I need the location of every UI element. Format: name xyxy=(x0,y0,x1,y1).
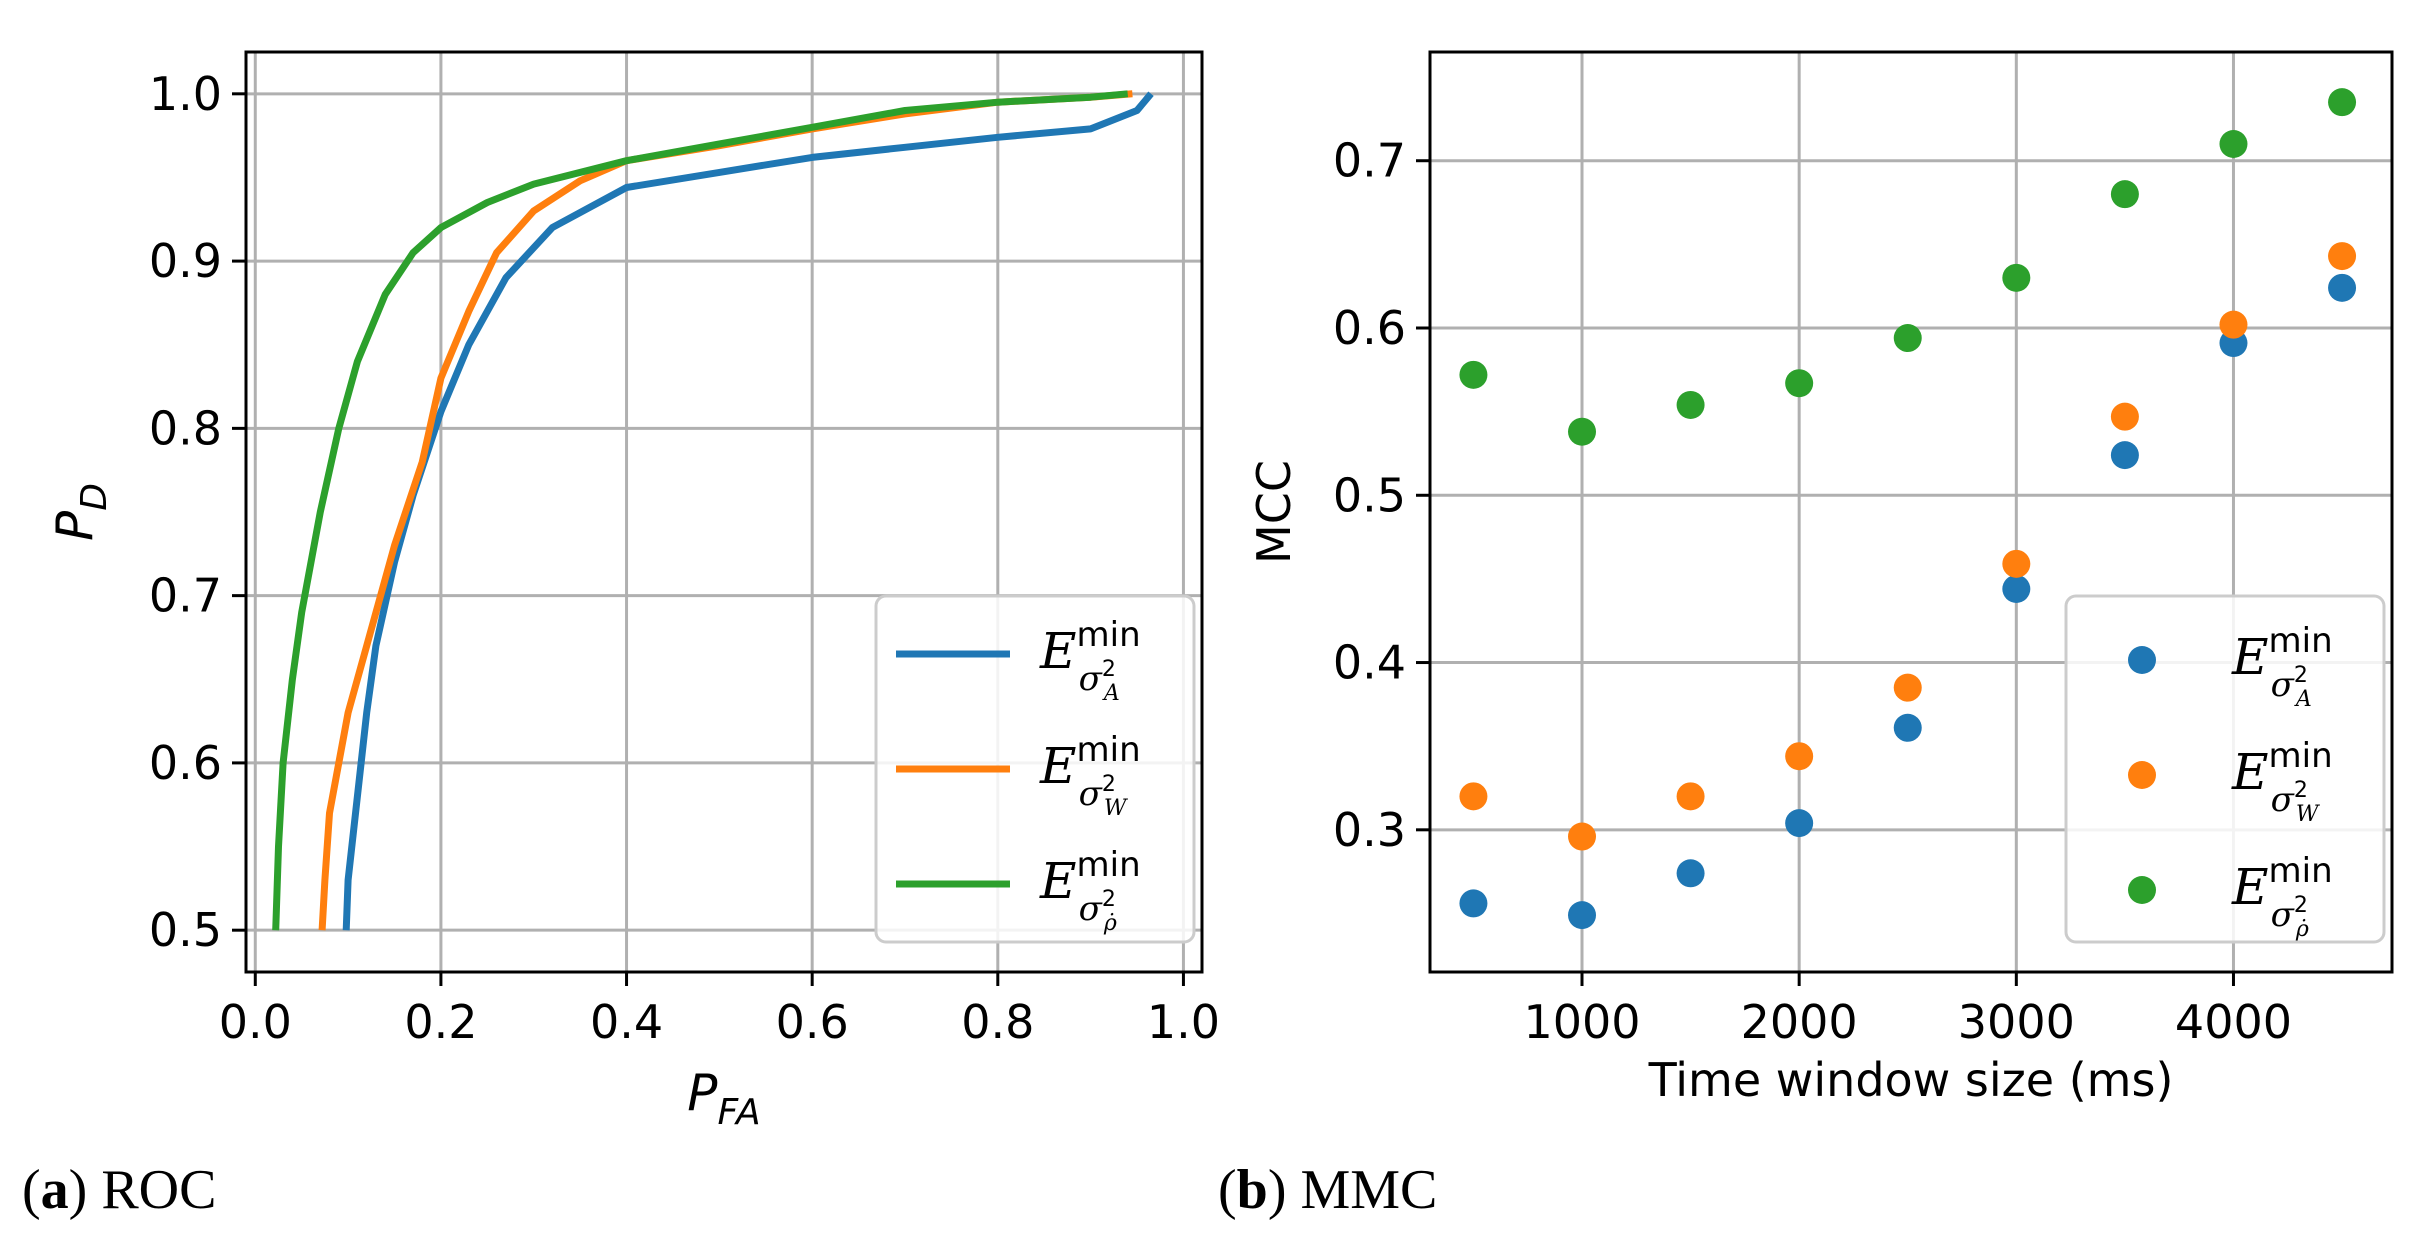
caption-b-text: MMC xyxy=(1300,1159,1438,1221)
y-tick-label: 0.5 xyxy=(149,903,222,957)
scatter-point-series-1 xyxy=(1893,713,1922,742)
y-tick-label: 0.4 xyxy=(1333,636,1406,690)
roc-line-series-3 xyxy=(272,90,1129,931)
scatter-point-series-3 xyxy=(1568,417,1597,446)
scatter-point-series-2 xyxy=(1893,673,1922,702)
scatter-point-series-2 xyxy=(2328,242,2357,271)
scatter-point-series-2 xyxy=(1459,782,1488,811)
y-tick-label: 0.7 xyxy=(149,569,222,623)
legend-marker-3 xyxy=(2128,876,2156,904)
scatter-point-series-3 xyxy=(2002,263,2031,292)
y-tick-label: 0.8 xyxy=(149,401,222,455)
x-tick-label: 3000 xyxy=(1958,995,2075,1049)
legend-label-2: Emin σ2 W xyxy=(2231,736,2333,827)
plot-frame xyxy=(244,50,1204,974)
scatter-point-series-1 xyxy=(2110,441,2139,470)
caption-a-label: a xyxy=(40,1159,69,1221)
y-tick-label: 0.7 xyxy=(1333,134,1406,188)
scatter-point-series-1 xyxy=(2328,273,2357,302)
x-tick-label: 1000 xyxy=(1523,995,1640,1049)
scatter-point-series-1 xyxy=(1568,901,1597,930)
scatter-point-series-3 xyxy=(1676,390,1705,419)
roc-line-series-1 xyxy=(342,91,1154,931)
y-axis-label: MCC xyxy=(1247,460,1301,564)
y-tick-label: 0.6 xyxy=(149,736,222,790)
caption-a-text: ROC xyxy=(101,1159,217,1221)
x-tick-label: 1.0 xyxy=(1147,995,1220,1049)
legend-label-3: Emin σ2 ρ̇ xyxy=(1039,845,1141,936)
caption-b: (b) MMC xyxy=(1218,1159,1438,1221)
scatter-point-series-3 xyxy=(1893,324,1922,353)
scatter-point-series-2 xyxy=(1676,782,1705,811)
scatter-point-series-1 xyxy=(1459,889,1488,918)
scatter-point-series-2 xyxy=(2110,402,2139,431)
y-tick-label: 0.3 xyxy=(1333,803,1406,857)
scatter-point-series-3 xyxy=(2219,130,2248,158)
legend-label-1: Emin σ2 A xyxy=(2231,621,2333,712)
x-axis-label: Time window size (ms) xyxy=(1648,1053,2174,1107)
scatter-point-series-2 xyxy=(2002,549,2031,578)
legend-label-1: Emin σ2 A xyxy=(1039,615,1141,706)
scatter-point-series-1 xyxy=(1676,859,1705,888)
y-tick-label: 0.5 xyxy=(1333,468,1406,522)
x-tick-label: 4000 xyxy=(2175,995,2292,1049)
y-axis-label: PD xyxy=(46,483,115,541)
y-tick-label: 0.9 xyxy=(149,234,222,288)
scatter-point-series-2 xyxy=(1568,822,1597,851)
scatter-point-series-3 xyxy=(1785,369,1814,398)
legend-box xyxy=(874,594,1196,944)
plot-frame xyxy=(1428,50,2394,974)
legend-label-3: Emin σ2 ρ̇ xyxy=(2231,851,2333,942)
caption-b-label: b xyxy=(1236,1159,1268,1221)
x-tick-label: 2000 xyxy=(1741,995,1858,1049)
y-tick-label: 1.0 xyxy=(149,67,222,121)
x-tick-label: 0.6 xyxy=(776,995,849,1049)
scatter-point-series-2 xyxy=(1785,742,1814,771)
scatter-point-series-3 xyxy=(2110,180,2139,209)
scatter-point-series-3 xyxy=(2328,88,2357,117)
legend: Emin σ2 A Emin σ2 W Emin σ2 ρ̇ xyxy=(2064,594,2386,944)
x-tick-label: 0.4 xyxy=(590,995,663,1049)
x-tick-label: 0.8 xyxy=(961,995,1034,1049)
scatter-point-series-1 xyxy=(2002,574,2031,603)
legend-marker-1 xyxy=(2128,646,2156,674)
scatter-point-series-3 xyxy=(1459,360,1488,389)
x-axis-label: PFA xyxy=(687,1064,760,1133)
legend: Emin σ2 A Emin σ2 W Emin σ2 ρ̇ xyxy=(874,594,1196,944)
caption-a: (a) ROC xyxy=(22,1159,217,1221)
y-tick-label: 0.6 xyxy=(1333,301,1406,355)
chart-mcc: Emin σ2 A Emin σ2 W Emin σ2 ρ̇ 1000 2000 3000 4000 0.… xyxy=(1247,50,2394,1107)
chart-roc: 0.0 0.2 0.4 0.6 0.8 1.0 0.5 0.6 0.7 0.8 0.9 1.0 PFA P… xyxy=(46,50,1220,1133)
scatter-point-series-2 xyxy=(2219,310,2248,339)
scatter-point-series-1 xyxy=(1785,809,1814,838)
legend-label-2: Emin σ2 W xyxy=(1039,730,1141,821)
x-tick-label: 0.2 xyxy=(404,995,477,1049)
legend-box xyxy=(2064,594,2386,944)
legend-marker-2 xyxy=(2128,761,2156,789)
x-tick-label: 0.0 xyxy=(219,995,292,1049)
